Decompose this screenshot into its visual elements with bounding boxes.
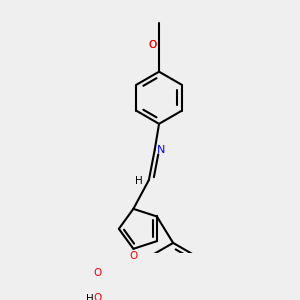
- Text: O: O: [148, 40, 156, 50]
- Text: N: N: [157, 145, 165, 155]
- Text: O: O: [148, 40, 156, 50]
- Text: O: O: [129, 250, 137, 261]
- Text: H: H: [86, 294, 94, 300]
- Text: O: O: [93, 293, 101, 300]
- Text: O: O: [93, 268, 101, 278]
- Text: H: H: [135, 176, 142, 186]
